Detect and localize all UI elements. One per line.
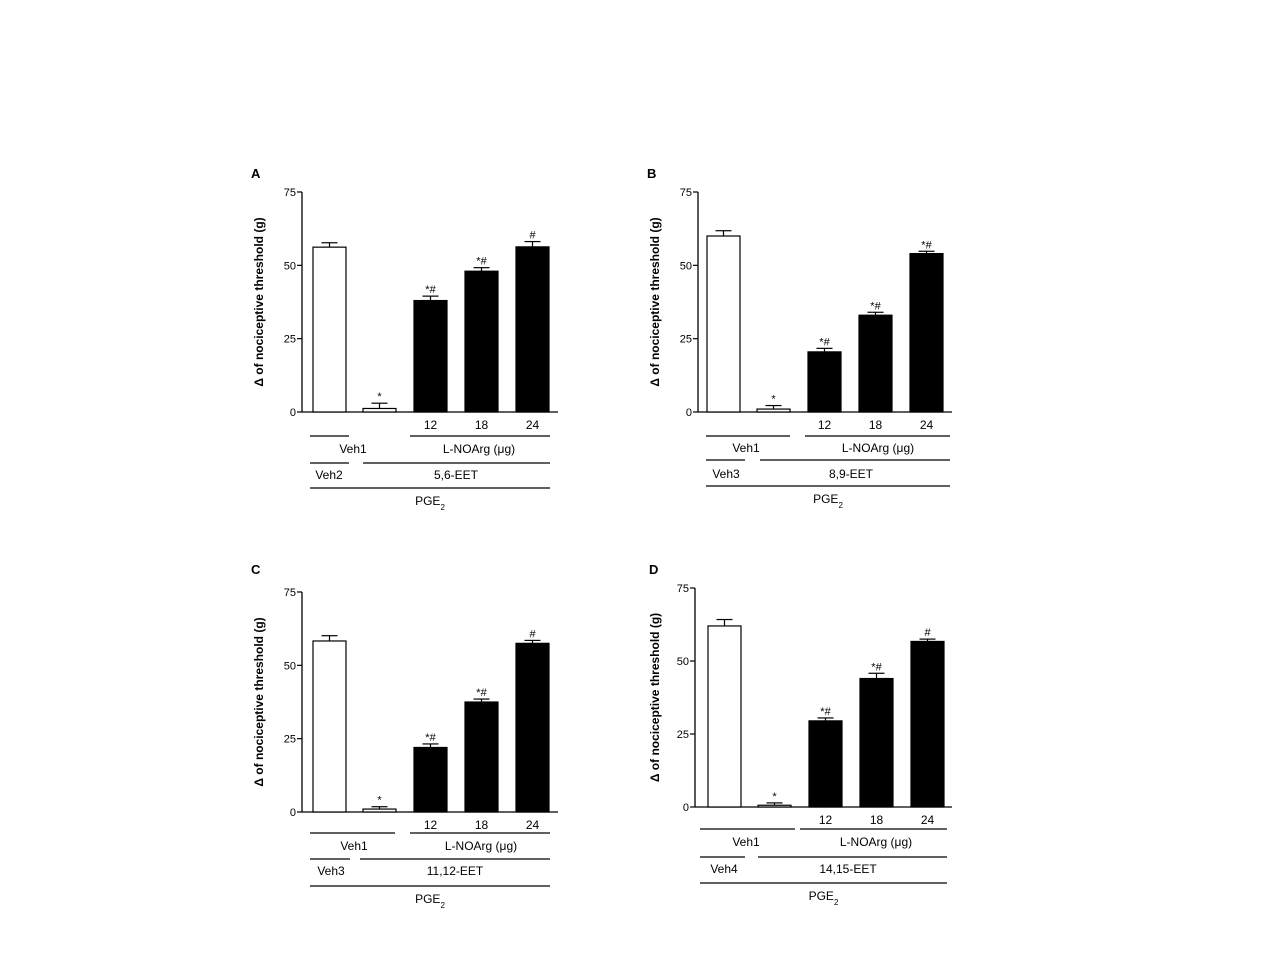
x-tick-label: 24: [526, 818, 540, 832]
y-tick-label: 0: [683, 802, 689, 814]
bar: [808, 720, 843, 808]
y-tick-label: 25: [677, 729, 689, 741]
lnoarg-label: L-NOArg (μg): [443, 442, 515, 456]
x-tick-label: 12: [424, 818, 438, 832]
pge2-label: PGE2: [813, 492, 843, 510]
bar: [707, 625, 742, 808]
bar: [464, 701, 499, 813]
vehicle-label: Veh3: [712, 467, 740, 481]
bar: [413, 746, 448, 813]
y-tick-label: 0: [290, 807, 296, 819]
significance-marker: *#: [921, 239, 932, 251]
x-tick-label: 18: [869, 418, 883, 432]
veh1-label: Veh1: [340, 839, 368, 853]
x-tick-label: 12: [819, 813, 833, 827]
bar: [312, 640, 347, 813]
panel-b: B 0 25 50 75 Δ of nociceptive threshold (g) * *…: [647, 166, 952, 510]
eet-label: 5,6-EET: [434, 468, 479, 482]
y-tick-label: 75: [284, 587, 296, 599]
significance-marker: *: [377, 795, 382, 807]
y-axis-label: Δ of nociceptive threshold (g): [648, 217, 662, 386]
veh1-label: Veh1: [732, 441, 760, 455]
bar: [756, 408, 791, 413]
pge2-label: PGE2: [415, 892, 445, 910]
y-tick-label: 0: [290, 407, 296, 419]
panel-letter: D: [649, 562, 658, 577]
y-axis-label: Δ of nociceptive threshold (g): [252, 617, 266, 786]
y-tick-label: 25: [284, 734, 296, 746]
vehicle-label: Veh3: [317, 864, 345, 878]
y-tick-label: 0: [686, 407, 692, 419]
veh1-label: Veh1: [732, 835, 760, 849]
bar: [515, 246, 550, 413]
vehicle-label: Veh2: [315, 468, 343, 482]
x-tick-label: 12: [424, 418, 438, 432]
bar: [807, 351, 842, 413]
panel-letter: C: [251, 562, 261, 577]
significance-marker: #: [529, 628, 536, 640]
x-tick-label: 12: [818, 418, 832, 432]
lnoarg-label: L-NOArg (μg): [842, 441, 914, 455]
bar: [910, 640, 945, 808]
y-tick-label: 25: [680, 334, 692, 346]
eet-label: 11,12-EET: [427, 864, 484, 878]
panel-letter: A: [251, 166, 261, 181]
bar: [312, 246, 347, 413]
x-tick-label: 24: [921, 813, 935, 827]
significance-marker: *#: [425, 732, 436, 744]
pge2-label: PGE2: [809, 889, 839, 907]
significance-marker: *#: [819, 336, 830, 348]
significance-marker: *#: [476, 256, 487, 268]
significance-marker: *: [377, 391, 382, 403]
y-axis-label: Δ of nociceptive threshold (g): [648, 613, 662, 782]
x-tick-label: 24: [526, 418, 540, 432]
vehicle-label: Veh4: [710, 862, 738, 876]
veh1-label: Veh1: [339, 442, 367, 456]
significance-marker: #: [924, 627, 931, 639]
significance-marker: *#: [871, 661, 882, 673]
significance-marker: #: [529, 230, 536, 242]
significance-marker: *: [772, 791, 777, 803]
y-axis-label: Δ of nociceptive threshold (g): [252, 217, 266, 386]
x-tick-label: 18: [475, 418, 489, 432]
y-tick-label: 50: [680, 260, 692, 272]
y-tick-label: 25: [284, 334, 296, 346]
x-tick-label: 24: [920, 418, 934, 432]
lnoarg-label: L-NOArg (μg): [840, 835, 912, 849]
y-tick-label: 50: [284, 260, 296, 272]
bar: [464, 270, 499, 413]
significance-marker: *#: [820, 706, 831, 718]
x-tick-label: 18: [870, 813, 884, 827]
bar: [859, 677, 894, 808]
panel-c: C 0 25 50 75 Δ of nociceptive threshold (g) * *…: [251, 562, 558, 910]
eet-label: 14,15-EET: [819, 862, 877, 876]
eet-label: 8,9-EET: [829, 467, 874, 481]
bar: [515, 642, 550, 813]
bar: [706, 235, 741, 413]
bar: [757, 804, 792, 808]
significance-marker: *#: [870, 300, 881, 312]
bar: [362, 808, 397, 813]
pge2-label: PGE2: [415, 494, 445, 512]
panel-a: A 0 25 50 75 Δ of nociceptive threshold (g) * *…: [251, 166, 558, 512]
y-tick-label: 50: [284, 660, 296, 672]
bar: [413, 299, 448, 413]
x-tick-label: 18: [475, 818, 489, 832]
significance-marker: *#: [476, 687, 487, 699]
lnoarg-label: L-NOArg (μg): [445, 839, 517, 853]
panel-letter: B: [647, 166, 656, 181]
significance-marker: *: [771, 394, 776, 406]
panel-d: D 0 25 50 75 Δ of nociceptive threshold (g) * *…: [648, 562, 952, 907]
significance-marker: *#: [425, 284, 436, 296]
y-tick-label: 75: [677, 583, 689, 595]
bar: [858, 314, 893, 413]
y-tick-label: 75: [284, 187, 296, 199]
bar: [909, 253, 944, 413]
y-tick-label: 50: [677, 656, 689, 668]
y-tick-label: 75: [680, 187, 692, 199]
bar: [362, 407, 397, 413]
